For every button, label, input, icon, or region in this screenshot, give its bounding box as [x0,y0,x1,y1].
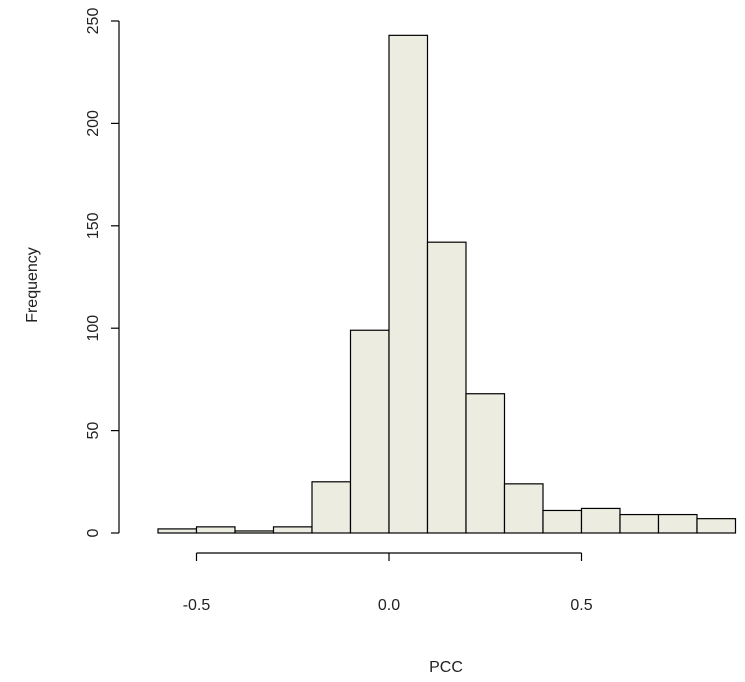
histogram-bar-14 [696,518,737,534]
histogram-bar-10 [542,509,583,534]
y-tick-label: 50 [85,422,102,440]
x-axis-title: PCC [429,659,463,676]
histogram-bar-5 [349,329,390,534]
histogram-bar-7 [426,241,467,534]
histogram-bar-3 [272,526,313,534]
x-axis: -0.5 0.0 0.5 [183,552,593,614]
x-tick-label: 0.0 [378,597,400,614]
histogram-bar-8 [465,393,506,534]
y-axis-title: Frequency [24,247,41,323]
histogram-bar-4 [311,481,352,534]
histogram-bars [157,34,737,534]
y-axis: 0 50 100 150 200 250 [85,8,120,537]
histogram-bar-2 [234,530,275,534]
y-tick-label: 200 [85,110,102,137]
histogram-bar-0 [157,528,198,534]
histogram-bar-9 [503,483,544,534]
y-tick-label: 250 [85,8,102,35]
histogram-bar-1 [195,526,236,534]
y-tick-label: 150 [85,212,102,239]
histogram-bar-12 [619,513,660,534]
y-tick-label: 100 [85,315,102,342]
histogram-bar-13 [657,513,698,534]
y-tick-label: 0 [85,528,102,537]
histogram-bar-6 [388,34,429,534]
x-tick-label: 0.5 [570,597,592,614]
histogram-bar-11 [580,507,621,534]
x-tick-label: -0.5 [183,597,211,614]
